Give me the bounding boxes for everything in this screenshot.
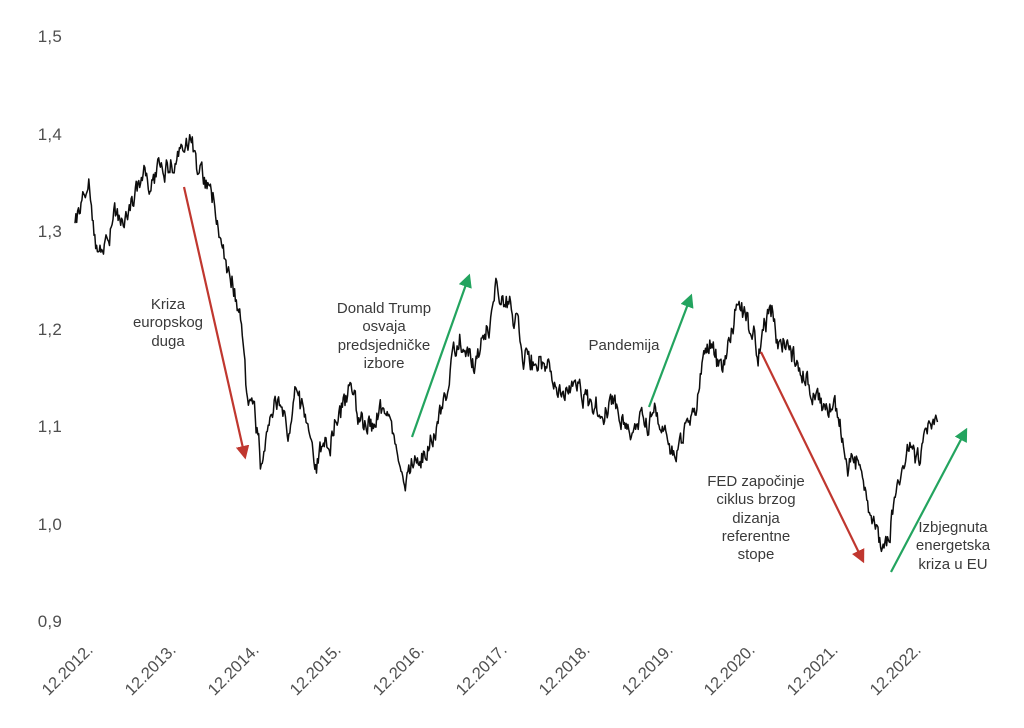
trend-arrow-down-red (182, 186, 250, 460)
eurusd-price-line (74, 133, 939, 553)
annotation-donald-trump-izbori: Donald Trump osvaja predsjedničke izbore (336, 300, 432, 372)
trend-arrow-up-green (647, 293, 694, 408)
annotation-izbjegnuta-energetska-kriza: Izbjegnuta energetska kriza u EU (915, 519, 991, 573)
trend-arrow-up-green (410, 273, 472, 438)
trend-arrow-down-red (760, 351, 865, 564)
annotation-pandemija: Pandemija (588, 337, 660, 354)
annotation-kriza-europskog-duga: Kriza europskog duga (132, 296, 204, 350)
y-axis-tick-0-9: 0,9 (37, 612, 62, 631)
y-axis-tick-1-0: 1,0 (37, 514, 62, 534)
y-axis-tick-1-4: 1,4 (37, 124, 62, 144)
y-axis-tick-1-5: 1,5 (37, 27, 62, 46)
y-axis-tick-1-2: 1,2 (37, 319, 62, 339)
annotation-fed-dizanje-stope: FED započinje ciklus brzog dizanja refer… (707, 473, 805, 564)
y-axis-tick-1-1: 1,1 (37, 417, 62, 436)
y-axis-tick-1-3: 1,3 (37, 222, 62, 241)
trend-arrow-up-green (890, 427, 968, 573)
